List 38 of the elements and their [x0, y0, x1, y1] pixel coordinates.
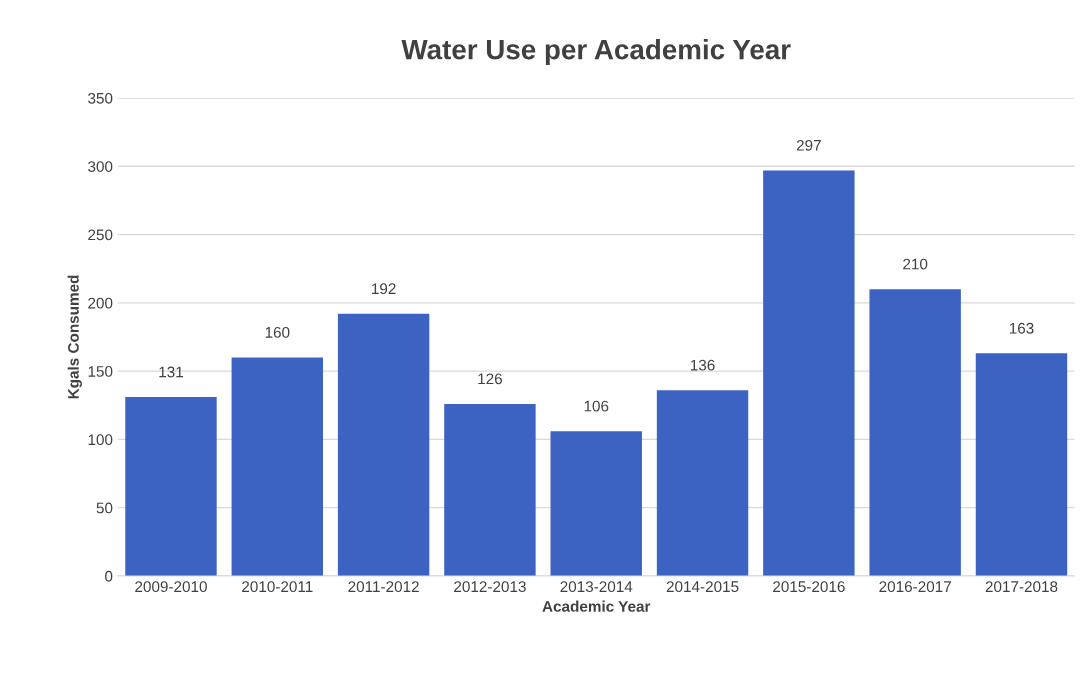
data-label: 131 — [159, 366, 183, 378]
bar — [975, 353, 1068, 576]
x-axis-title: Academic Year — [542, 600, 651, 612]
y-tick-label: 350 — [88, 92, 113, 104]
bar — [656, 390, 749, 576]
bar — [444, 403, 536, 576]
y-tick-label: 0 — [105, 570, 113, 582]
x-tick-label: 2016-2017 — [879, 581, 951, 593]
data-label: 163 — [1009, 322, 1034, 334]
y-tick-label: 250 — [88, 229, 113, 241]
data-label: 160 — [265, 326, 290, 338]
bar — [869, 289, 961, 576]
y-tick-label: 50 — [96, 502, 113, 514]
x-tick-label: 2012-2013 — [454, 581, 526, 593]
x-tick-label: 2013-2014 — [560, 581, 633, 593]
y-tick-label: 100 — [88, 434, 113, 446]
bar — [550, 431, 642, 576]
data-label: 126 — [478, 373, 502, 385]
x-tick-label: 2015-2016 — [773, 581, 845, 593]
data-label: 210 — [903, 258, 928, 270]
bar — [231, 357, 324, 576]
chart-title: Water Use per Academic Year — [401, 39, 791, 65]
y-tick-label: 200 — [88, 297, 113, 309]
x-tick-label: 2010-2011 — [242, 581, 313, 593]
y-tick-label: 150 — [88, 365, 113, 377]
bar — [125, 397, 217, 576]
data-label: 297 — [796, 139, 821, 151]
y-axis-title: Kgals Consumed — [67, 275, 82, 399]
x-tick-label: 2009-2010 — [135, 581, 207, 593]
bar — [337, 313, 430, 576]
x-tick-label: 2011-2012 — [348, 581, 419, 593]
x-tick-label: 2017-2018 — [985, 581, 1058, 593]
bar — [763, 170, 855, 576]
data-label: 136 — [690, 359, 715, 371]
x-tick-label: 2014-2015 — [666, 581, 739, 593]
data-label: 106 — [584, 400, 609, 412]
y-tick-label: 300 — [88, 161, 113, 172]
data-label: 192 — [372, 283, 396, 295]
